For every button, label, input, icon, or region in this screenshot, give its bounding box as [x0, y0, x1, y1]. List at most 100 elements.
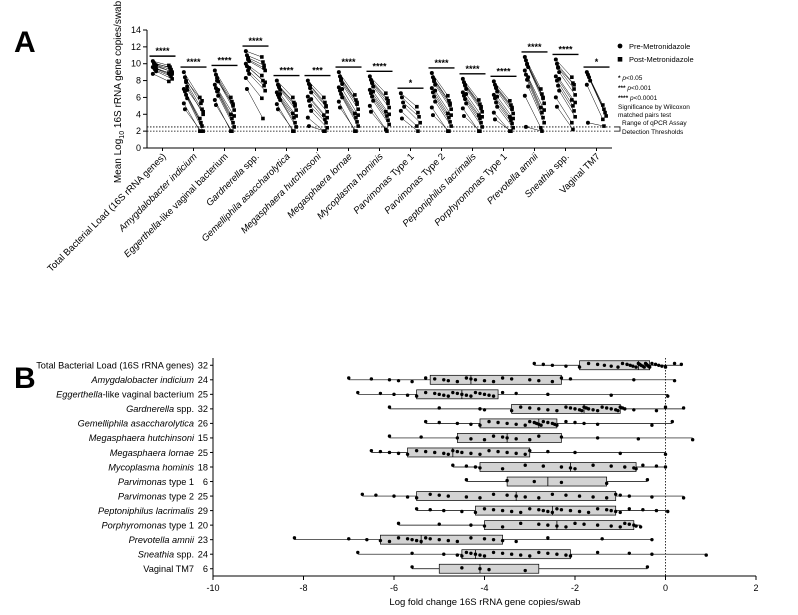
- box-point: [414, 394, 419, 398]
- pre-point: [278, 87, 283, 92]
- post-point: [417, 115, 421, 119]
- pre-point: [308, 83, 313, 88]
- box-point: [455, 449, 460, 454]
- box-point: [632, 408, 636, 412]
- box-point: [582, 522, 586, 526]
- box-point: [446, 452, 450, 456]
- post-point: [571, 127, 575, 132]
- box-point: [653, 362, 658, 367]
- box-point: [491, 379, 496, 384]
- panel-a-y-axis-label: Mean Log10 16S rRNA gene copies/swab: [113, 0, 126, 183]
- box-point: [550, 510, 555, 515]
- post-point: [478, 116, 482, 121]
- box-point: [528, 378, 532, 382]
- box-point: [423, 419, 428, 424]
- sig-key-line: **** p<0.0001: [618, 95, 658, 102]
- box-point: [604, 406, 609, 410]
- pre-point: [432, 77, 437, 82]
- post-point: [294, 114, 298, 118]
- pre-point: [461, 113, 466, 118]
- row-count: 32: [198, 361, 208, 371]
- box-point: [292, 536, 297, 540]
- box-point: [604, 496, 609, 500]
- pre-point: [340, 87, 345, 91]
- row-label: Megasphaera hutchinsoni: [89, 433, 195, 443]
- panel-b-x-tick-label: -10: [206, 583, 219, 593]
- box-point: [414, 448, 419, 453]
- pre-point: [243, 76, 248, 81]
- box-point: [609, 524, 613, 528]
- pre-point: [370, 94, 375, 99]
- pre-point: [491, 110, 496, 115]
- paired-line: [246, 55, 264, 63]
- box-point: [387, 378, 392, 382]
- box-point: [451, 390, 455, 395]
- box-point: [396, 379, 401, 383]
- box-point: [455, 421, 460, 426]
- box-point: [482, 554, 487, 558]
- post-point: [200, 124, 204, 128]
- post-point: [572, 87, 576, 91]
- post-point: [570, 98, 574, 102]
- box-point: [500, 376, 505, 380]
- box-point: [537, 550, 541, 555]
- box-point: [654, 408, 659, 413]
- sig-key-line: matched pairs test: [618, 112, 671, 119]
- row-count: 24: [198, 550, 208, 560]
- box-point: [473, 465, 478, 469]
- box-point: [478, 466, 482, 470]
- pre-point: [215, 78, 220, 83]
- box-point: [609, 364, 613, 368]
- box-row: [292, 534, 654, 545]
- box-point: [374, 493, 378, 497]
- box-point: [410, 551, 414, 555]
- paired-line: [527, 77, 545, 111]
- row-label-text: type 1: [166, 477, 194, 487]
- pre-point: [495, 89, 500, 94]
- pre-point: [401, 100, 406, 105]
- box-point: [670, 419, 674, 424]
- row-count: 32: [198, 404, 208, 414]
- box-point: [555, 423, 559, 427]
- row-label: Porphyromonas type 1: [102, 520, 194, 530]
- category-label: Total Bacterial Load (16S rRNA genes): [45, 151, 168, 274]
- box-point: [602, 363, 607, 367]
- pre-point: [274, 78, 279, 83]
- post-point: [511, 111, 515, 116]
- paired-line: [434, 90, 452, 116]
- box-point: [451, 448, 455, 453]
- box-point: [627, 507, 631, 511]
- box-point: [482, 524, 487, 528]
- paired-line: [183, 103, 201, 132]
- box-point: [473, 510, 478, 515]
- significance-stars: ****: [465, 64, 480, 74]
- sig-key-threshold: <0.001: [631, 85, 651, 92]
- post-point: [229, 95, 233, 100]
- box-point: [573, 420, 577, 425]
- box-row: [387, 404, 686, 414]
- box-point: [634, 467, 638, 471]
- paired-group: ****: [552, 44, 579, 132]
- post-point: [542, 108, 546, 112]
- pre-point: [522, 93, 527, 98]
- pre-point: [491, 79, 496, 84]
- pre-point: [213, 103, 218, 108]
- pre-point: [247, 65, 252, 70]
- box-point: [491, 508, 496, 512]
- pre-point: [402, 104, 407, 109]
- post-point: [230, 129, 234, 133]
- pre-point: [367, 74, 372, 79]
- box-point: [591, 495, 595, 499]
- post-point: [448, 120, 452, 124]
- box-point: [657, 363, 661, 367]
- box-iqr: [461, 549, 571, 560]
- post-point: [479, 104, 483, 109]
- row-count: 29: [198, 506, 208, 516]
- post-point: [353, 93, 357, 97]
- category-label: Gardnerella spp.: [204, 151, 261, 208]
- post-point: [323, 129, 327, 133]
- box-point: [559, 480, 564, 485]
- pre-point: [460, 90, 465, 95]
- row-count: 6: [203, 477, 208, 487]
- panel-a-y-tick-label: 14: [131, 25, 141, 35]
